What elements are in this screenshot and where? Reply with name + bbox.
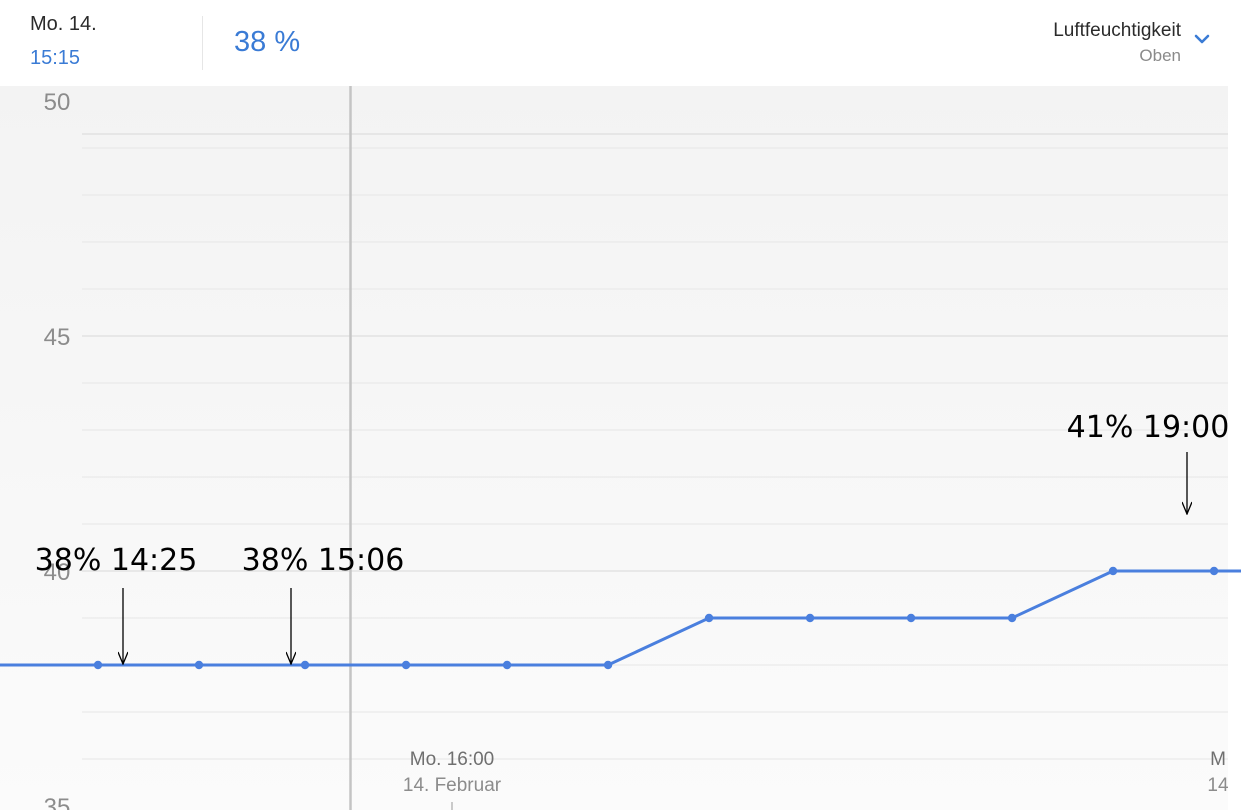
y-tick-label: 35 [44,794,71,810]
data-point[interactable] [805,613,815,623]
data-point[interactable] [502,660,512,670]
selected-time: 15:15 [30,47,81,69]
chart-background [0,86,1228,810]
x-tick-date-label: 14 [1207,775,1229,796]
selected-value: 38 % [234,26,301,58]
data-point[interactable] [603,660,613,670]
x-tick-label: Mo. 16:00 [410,749,495,770]
x-tick-label: M [1210,749,1226,770]
data-point[interactable] [1209,566,1219,576]
header-divider [202,16,203,70]
selected-date: Mo. 14. [30,13,97,35]
sensor-label: Luftfeuchtigkeit [1053,20,1181,41]
annotation-label: 41% 19:00 [1067,410,1230,445]
data-point[interactable] [401,660,411,670]
data-point[interactable] [194,660,204,670]
y-tick-label: 40 [44,559,71,586]
annotation-label: 38% 15:06 [242,543,405,578]
data-point[interactable] [1007,613,1017,623]
x-tick-date-label: 14. Februar [403,775,502,796]
sensor-sublabel: Oben [1139,46,1181,65]
header-bar: Mo. 14. 15:15 38 % Luftfeuchtigkeit Oben [0,0,1241,86]
data-point[interactable] [906,613,916,623]
data-point[interactable] [300,660,310,670]
y-tick-label: 50 [44,89,71,116]
y-tick-label: 45 [44,324,71,351]
data-point[interactable] [1108,566,1118,576]
series-line [0,569,1241,667]
data-point[interactable] [93,660,103,670]
chevron-down-icon[interactable] [1193,30,1211,48]
data-point[interactable] [704,613,714,623]
annotation-label: 38% 14:25 [35,543,198,578]
